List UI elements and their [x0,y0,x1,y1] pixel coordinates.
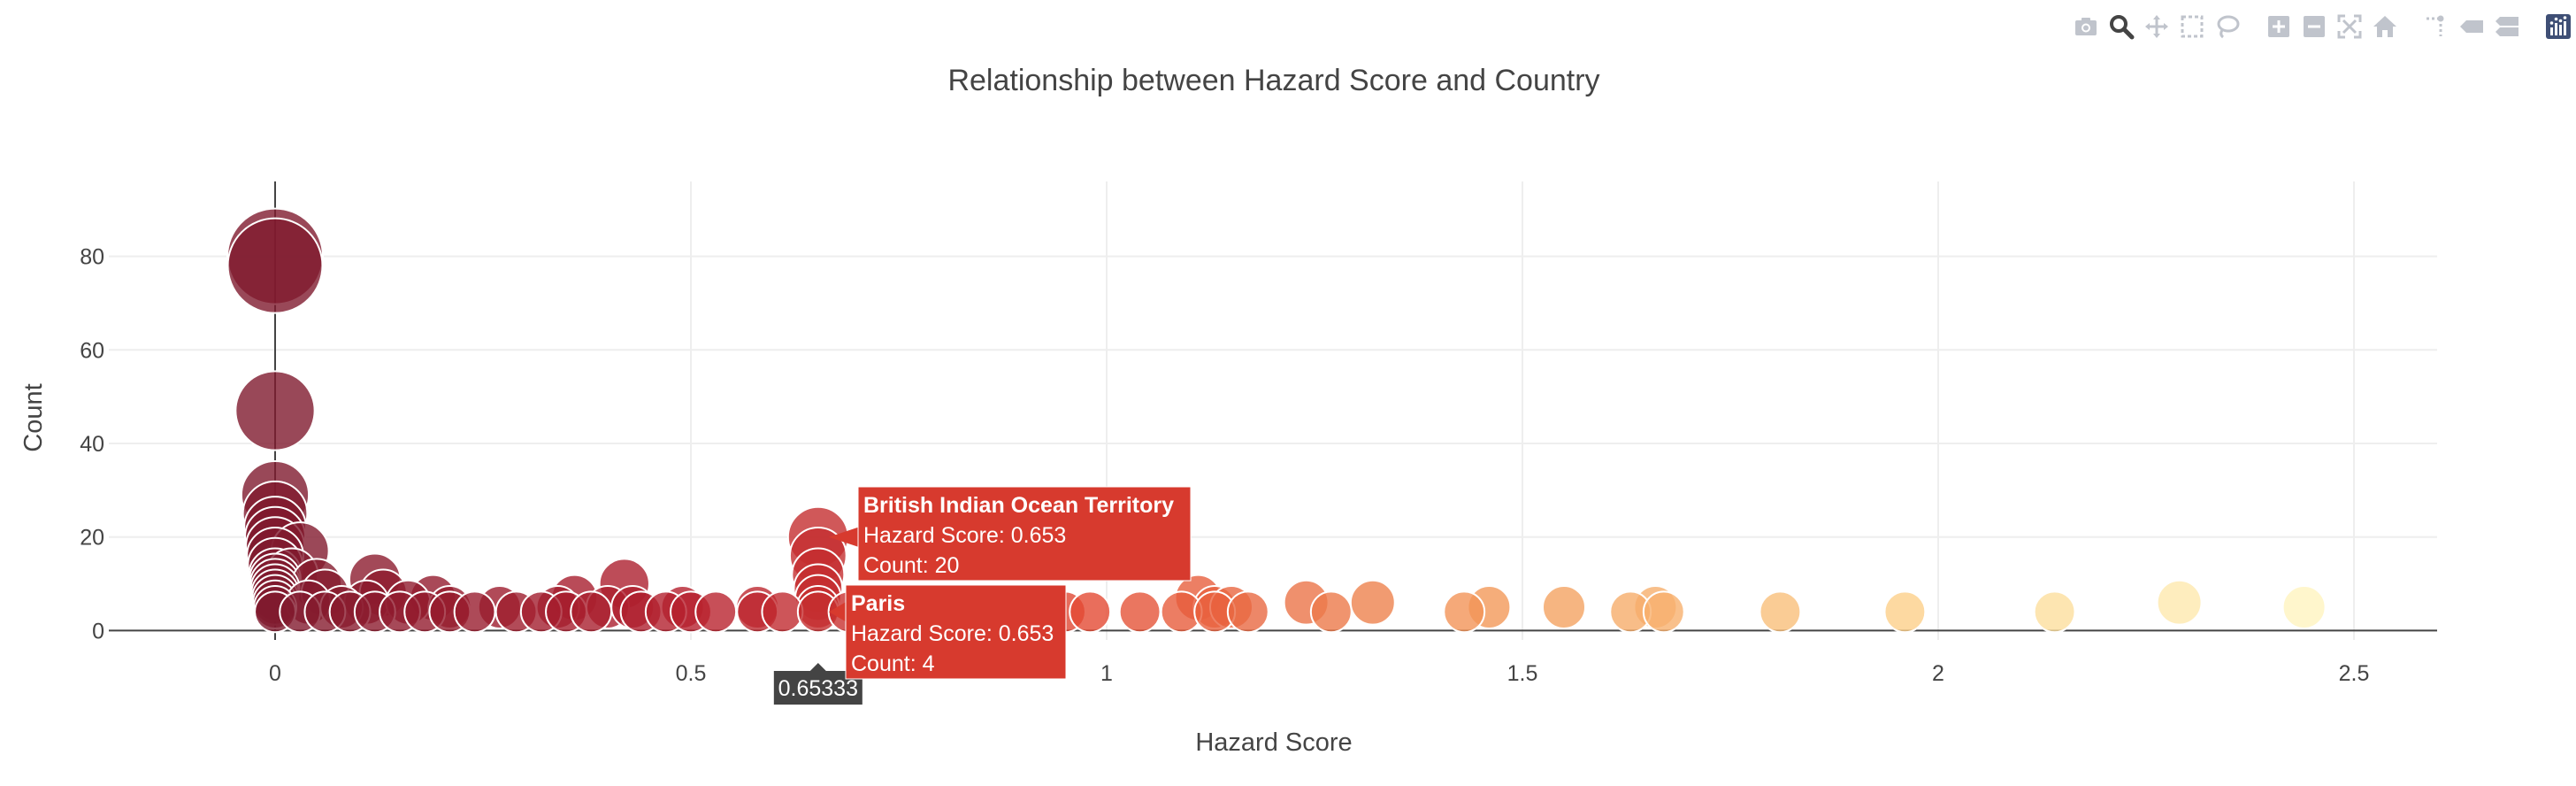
tooltip-count: Count: 20 [863,553,959,578]
x-hover-label: 0.65333 [778,676,858,701]
autoscale-button[interactable] [2332,9,2367,44]
lasso-select-icon [2217,15,2240,39]
data-point[interactable] [2156,579,2203,626]
hover-closest-icon [2460,20,2483,33]
x-tick-label: 2 [1932,661,1944,686]
box-select-button[interactable] [2174,9,2210,44]
data-point[interactable] [1542,585,1586,629]
tooltip-box [857,486,1192,582]
x-axis-title: Hazard Score [1195,728,1352,757]
y-tick-label: 60 [80,338,104,363]
lasso-select-button[interactable] [2210,9,2245,44]
tooltip-title: Paris [851,591,905,616]
data-point[interactable] [1443,590,1486,634]
data-point[interactable] [761,590,804,634]
tooltip-count: Count: 4 [851,651,935,676]
data-point[interactable] [1642,590,1685,634]
y-tick-label: 0 [92,619,104,643]
modebar-group [2541,9,2576,44]
zoom-in-icon [2268,16,2289,37]
hover-tooltip: British Indian Ocean Territory Hazard Sco… [828,486,1192,582]
hover-compare-icon [2496,17,2518,36]
tooltip-pointer [828,602,846,622]
zoom-out-button[interactable] [2296,9,2332,44]
data-point[interactable] [234,370,316,451]
chart-title: Relationship between Hazard Score and Co… [947,64,1599,97]
box-select-icon [2181,15,2204,38]
y-axis-title: Count [19,383,48,451]
camera-button[interactable] [2068,9,2104,44]
tooltip-box [845,584,1067,680]
data-point[interactable] [1118,590,1162,634]
x-tick-label: 0 [269,661,281,686]
modebar [2052,9,2576,44]
x-tick-label: 1 [1100,661,1113,686]
zoom-in-button[interactable] [2261,9,2296,44]
grid [109,181,2437,640]
data-point[interactable] [694,590,738,634]
x-tick-label: 1.5 [1507,661,1538,686]
modebar-group [2068,9,2245,44]
tooltip-title: British Indian Ocean Territory [863,493,1174,518]
data-point[interactable] [1226,590,1269,634]
reset-axes-icon [2373,16,2396,37]
data-point[interactable] [2033,590,2076,634]
data-point[interactable] [570,590,613,634]
spike-lines-icon [2426,15,2444,36]
data-point[interactable] [1883,590,1927,634]
spike-lines-button[interactable] [2419,9,2454,44]
data-point[interactable] [1759,590,1802,634]
data-point[interactable] [2281,585,2327,629]
y-tick-label: 20 [80,526,104,551]
plotly-logo-button[interactable] [2541,9,2576,44]
hover-closest-button[interactable] [2454,9,2489,44]
hover-tooltip: Paris Hazard Score: 0.653 Count: 4 [828,584,1067,680]
data-points[interactable] [226,207,2327,634]
hover-compare-button[interactable] [2489,9,2525,44]
pan-icon [2145,15,2168,38]
modebar-group [2261,9,2403,44]
hover-layer: 0.65333 British Indian Ocean Territory Haz… [773,486,1192,705]
zoom-icon [2110,15,2135,40]
data-point[interactable] [226,217,324,314]
x-tick-label: 2.5 [2339,661,2370,686]
data-point[interactable] [453,590,496,634]
data-point[interactable] [1309,590,1353,634]
zoom-out-icon [2304,16,2325,37]
tooltip-hazard-score: Hazard Score: 0.653 [863,523,1066,548]
tooltip-hazard-score: Hazard Score: 0.653 [851,621,1054,646]
camera-icon [2075,18,2097,35]
data-point[interactable] [1349,579,1396,626]
modebar-group [2419,9,2525,44]
zoom-button[interactable] [2104,9,2139,44]
y-tick-label: 80 [80,245,104,270]
reset-axes-button[interactable] [2367,9,2403,44]
pan-button[interactable] [2139,9,2174,44]
y-tick-label: 40 [80,432,104,457]
data-point[interactable] [1069,590,1112,634]
tooltip-pointer [828,527,858,547]
x-tick-label: 0.5 [676,661,707,686]
autoscale-icon [2337,14,2362,39]
plotly-logo-icon [2546,14,2571,39]
x-hover-pointer [809,663,826,671]
